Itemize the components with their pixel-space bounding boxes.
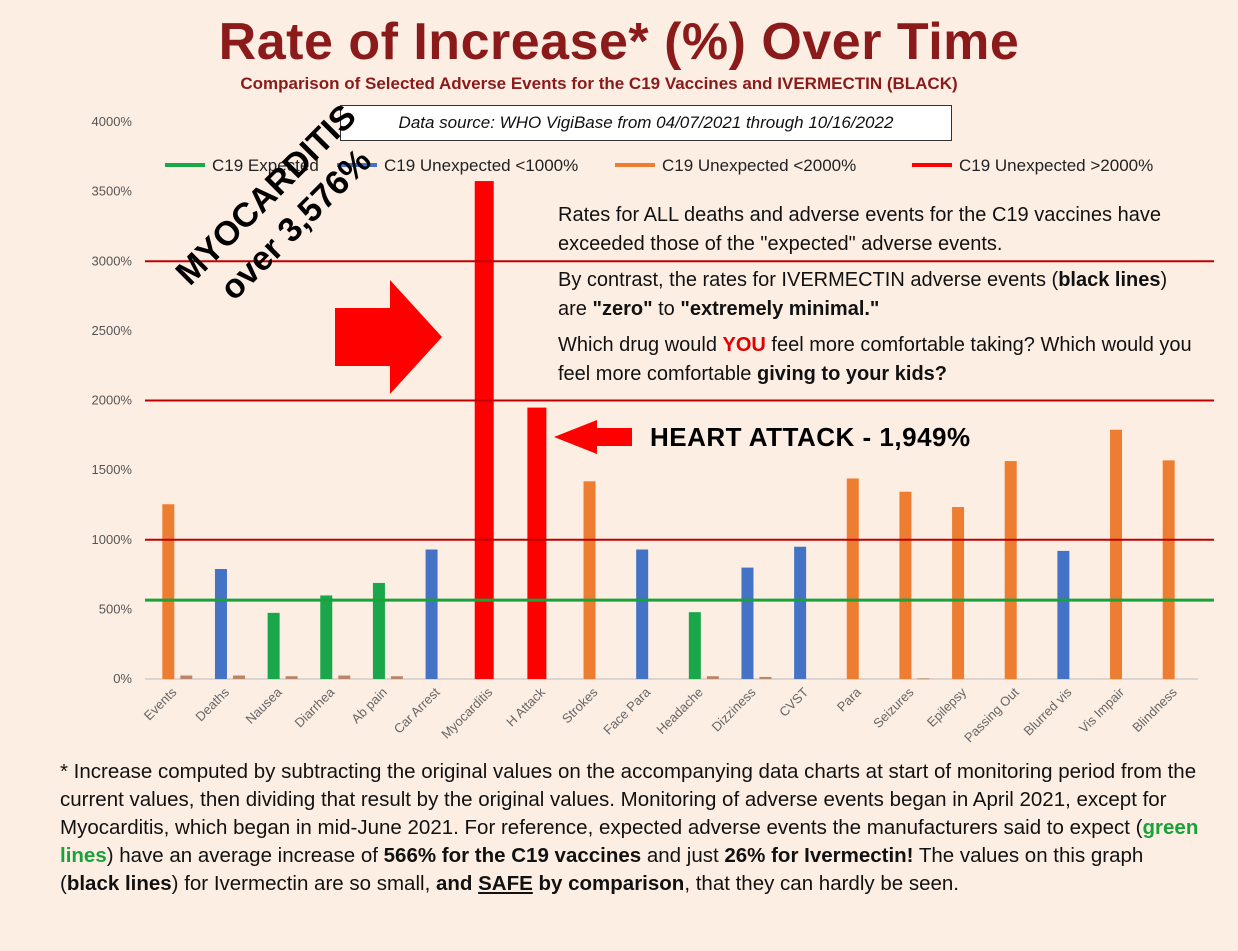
y-tick-label: 2500% <box>92 323 133 338</box>
y-tick-label: 3000% <box>92 253 133 268</box>
ivermectin-bar <box>285 676 298 679</box>
x-tick-label: Car Arrest <box>391 684 443 736</box>
footnote-t2: green lines <box>60 816 1199 867</box>
bar-h-attack <box>527 407 547 679</box>
footnote-t13: , that they can hardly be seen. <box>684 872 959 895</box>
bar-cvst <box>794 546 807 679</box>
x-tick-label: Myocarditis <box>438 684 495 741</box>
info-paragraph-3: Which drug would YOU feel more comfortab… <box>558 331 1198 389</box>
heart-attack-arrow-icon <box>554 420 632 454</box>
bar-headache <box>688 612 701 679</box>
x-tick-label: Seizures <box>870 684 917 731</box>
info-p3-a: Which drug would <box>558 334 723 356</box>
x-tick-label: Dizziness <box>709 684 759 734</box>
bar-car-arrest <box>425 549 438 679</box>
footnote-t4: 566% for the C19 vaccines <box>383 844 642 867</box>
info-p2-d: "zero" <box>592 298 653 320</box>
info-p3-d: giving to your kids? <box>756 363 947 385</box>
x-tick-label: Vis Impair <box>1076 684 1128 736</box>
footnote-t7: The values on this graph ( <box>60 844 1144 895</box>
bar-passing-out <box>1004 461 1017 679</box>
footnote-t3: ) have an average increase of <box>106 844 384 867</box>
x-tick-label: Diarrhea <box>292 684 338 730</box>
info-p3-c: feel more comfortable taking? Which woul… <box>558 334 1192 385</box>
footnote-t6: 26% for Ivermectin! <box>724 844 914 867</box>
ivermectin-bar <box>390 676 403 679</box>
info-p3-b: YOU <box>722 334 766 356</box>
info-paragraph-1: Rates for ALL deaths and adverse events … <box>558 204 1161 255</box>
x-tick-label: Nausea <box>242 684 285 727</box>
footnote: * Increase computed by subtracting the o… <box>60 758 1200 898</box>
x-tick-label: Epilepsy <box>924 684 970 730</box>
info-paragraph-2: By contrast, the rates for IVERMECTIN ad… <box>558 266 1198 324</box>
y-tick-label: 1000% <box>92 532 133 547</box>
info-p2-a: By contrast, the rates for IVERMECTIN ad… <box>558 269 1059 291</box>
x-tick-label: Para <box>834 684 865 715</box>
bar-myocarditis <box>474 181 494 680</box>
x-tick-label: Blindness <box>1129 684 1180 735</box>
info-p2-e: to <box>652 298 681 320</box>
x-tick-label: H Attack <box>503 684 548 729</box>
bar-diarrhea <box>320 595 333 679</box>
info-p2-b: black lines <box>1058 269 1161 291</box>
ivermectin-bar <box>706 676 719 679</box>
legend-label-gt2000: C19 Unexpected >2000% <box>959 156 1153 175</box>
footnote-t11: SAFE <box>478 872 533 895</box>
bar-ab-pain <box>372 582 385 679</box>
ivermectin-bar <box>759 676 772 679</box>
bar-nausea <box>267 612 280 679</box>
chart-title: Rate of Increase* (%) Over Time <box>218 13 1020 71</box>
y-tick-label: 3500% <box>92 184 133 199</box>
x-tick-label: CVST <box>776 684 811 719</box>
legend-label-expected: C19 Expected <box>212 156 319 175</box>
bar-epilepsy <box>952 507 965 679</box>
footnote-t12: by comparison <box>532 872 685 895</box>
y-tick-label: 0% <box>113 671 132 686</box>
ivermectin-bar <box>338 675 351 679</box>
info-p2-c: ) are <box>558 269 1168 320</box>
legend-label-lt1000: C19 Unexpected <1000% <box>384 156 578 175</box>
footnote-t10: and <box>435 872 479 895</box>
footnote-t8: black lines <box>66 872 172 895</box>
heart-attack-annotation: HEART ATTACK - 1,949% <box>650 422 971 452</box>
bar-blindness <box>1162 460 1175 679</box>
bar-dizziness <box>741 567 754 679</box>
x-tick-label: Headache <box>653 685 706 738</box>
x-tick-label: Deaths <box>192 684 232 724</box>
myocarditis-arrow-icon <box>335 280 442 394</box>
bar-blurred-vis <box>1057 550 1070 679</box>
x-tick-label: Blurred vis <box>1020 684 1074 738</box>
x-tick-label: Events <box>141 684 180 723</box>
bar-deaths <box>214 568 227 679</box>
chart-subtitle: Comparison of Selected Adverse Events fo… <box>240 74 958 93</box>
y-tick-label: 4000% <box>92 114 133 129</box>
footnote-t1: * Increase computed by subtracting the o… <box>60 760 1197 839</box>
bar-events <box>162 504 175 679</box>
data-source-box: Data source: WHO VigiBase from 04/07/202… <box>340 105 952 141</box>
info-p2-f: "extremely minimal." <box>680 298 880 320</box>
y-tick-label: 500% <box>99 601 133 616</box>
bar-strokes <box>583 481 596 679</box>
footnote-t9: ) for Ivermectin are so small, <box>171 872 436 895</box>
legend-label-lt2000: C19 Unexpected <2000% <box>662 156 856 175</box>
footnote-t5: and just <box>641 844 725 867</box>
bar-vis-impair <box>1110 429 1123 679</box>
x-tick-label: Passing Out <box>961 684 1022 745</box>
bar-seizures <box>899 491 912 679</box>
ivermectin-bar <box>917 678 930 680</box>
y-tick-label: 2000% <box>92 393 133 408</box>
ivermectin-bar <box>180 675 193 679</box>
bar-chart: 0% 500% 1000% 1500% 2000% 2500% 3000% 3500% 4000… <box>92 114 1214 745</box>
x-tick-label: Strokes <box>559 684 601 726</box>
bar-para <box>846 478 859 679</box>
y-tick-label: 1500% <box>92 462 133 477</box>
x-tick-label: Ab pain <box>348 685 390 727</box>
x-tick-label: Face Para <box>600 684 654 738</box>
ivermectin-bar <box>232 675 245 679</box>
bar-face-para <box>636 549 649 679</box>
